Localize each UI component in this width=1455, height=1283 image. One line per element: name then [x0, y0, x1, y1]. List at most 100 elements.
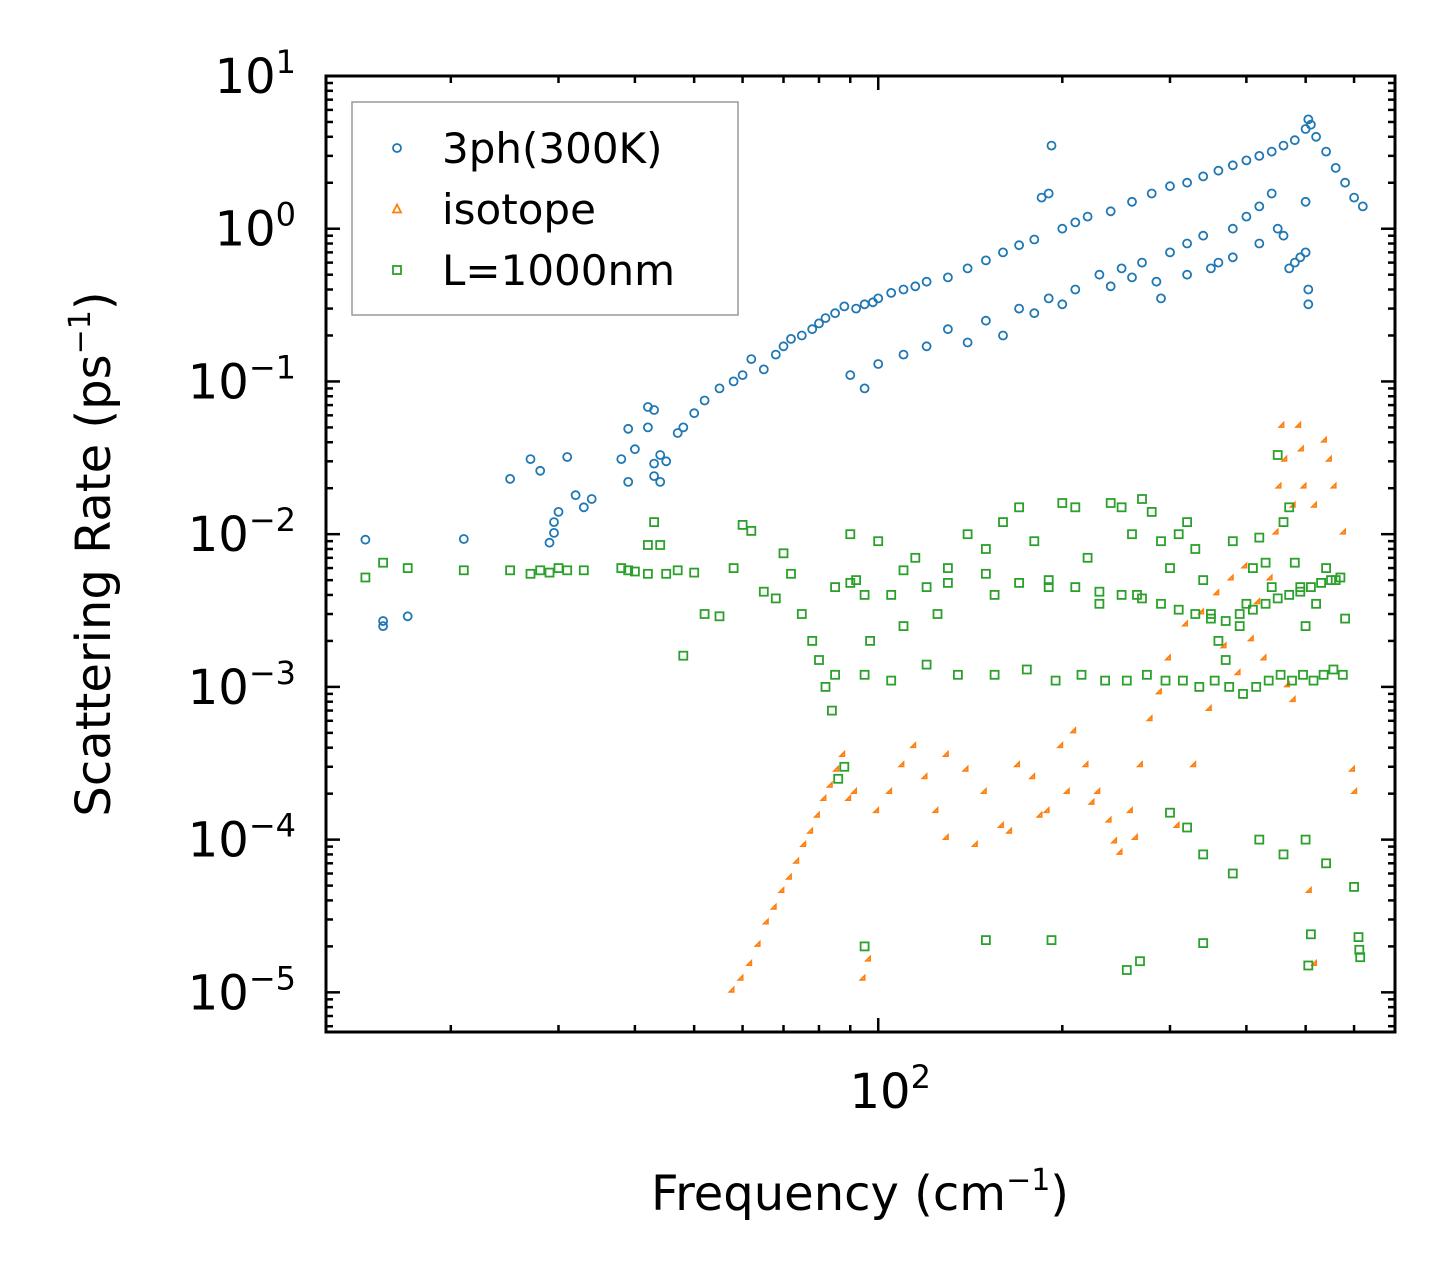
data-point [661, 456, 672, 467]
data-point [535, 565, 546, 576]
data-point [753, 939, 761, 947]
data-point [1296, 444, 1304, 452]
legend-marker [392, 143, 402, 153]
data-point [1328, 664, 1339, 675]
data-point [1046, 935, 1057, 945]
data-point [643, 568, 653, 579]
data-point [1227, 252, 1238, 263]
data-point [1121, 675, 1132, 686]
data-point [727, 985, 735, 993]
data-point [1289, 257, 1300, 268]
data-point [360, 572, 371, 583]
plot-area [360, 114, 1368, 993]
y-tick-label: 101 [215, 43, 296, 105]
data-point [1303, 960, 1314, 971]
data-point [1160, 675, 1171, 686]
data-point [1056, 741, 1064, 749]
data-point [1278, 849, 1289, 860]
data-point [1043, 188, 1054, 199]
data-point [814, 655, 824, 665]
data-point [1254, 532, 1265, 543]
data-point [1165, 181, 1175, 192]
data-point [1277, 420, 1285, 428]
data-point [792, 856, 800, 864]
data-point [1165, 807, 1175, 818]
data-point [786, 333, 796, 344]
data-point [1303, 299, 1314, 310]
data-point [623, 565, 634, 576]
data-point [1355, 952, 1366, 963]
data-point [1272, 223, 1283, 234]
data-point [1076, 669, 1087, 680]
data-point [1206, 263, 1216, 274]
data-point [1082, 211, 1093, 222]
data-point [1082, 552, 1093, 563]
data-point [1263, 675, 1274, 686]
data-point [770, 593, 781, 604]
data-point [1182, 177, 1192, 188]
data-point [1335, 572, 1346, 583]
tick-labels: 101 100 10−1 10−2 10−3 10−4 10−5 102 [188, 43, 931, 1120]
data-point [1156, 598, 1166, 609]
data-point [979, 786, 987, 795]
data-point [1036, 192, 1047, 203]
data-point [1304, 885, 1312, 894]
data-point [643, 540, 653, 550]
data-point [1284, 502, 1295, 513]
data-point [859, 590, 870, 600]
data-point [689, 408, 700, 419]
data-point [616, 454, 627, 465]
y-tick-label: 10−5 [188, 959, 296, 1021]
data-point [849, 786, 858, 795]
data-point [1182, 517, 1192, 527]
data-point [1349, 882, 1359, 892]
data-point [672, 565, 683, 576]
data-point [981, 568, 991, 579]
data-point [932, 609, 943, 619]
data-point [1275, 669, 1286, 680]
data-point [1324, 454, 1332, 462]
data-point [784, 872, 792, 880]
data-point [1241, 155, 1252, 166]
data-point [812, 810, 820, 818]
data-point [953, 669, 963, 680]
data-point [1321, 146, 1331, 157]
data-point [616, 563, 627, 573]
data-point [981, 544, 991, 554]
data-point [1241, 598, 1252, 609]
data-point [505, 565, 516, 576]
data-point [1350, 786, 1358, 795]
data-point [1190, 544, 1201, 554]
data-point [1137, 494, 1147, 504]
series-1 [360, 114, 1368, 631]
data-point [1145, 714, 1153, 722]
data-point [1220, 616, 1231, 626]
data-point [941, 749, 949, 757]
data-point [1173, 529, 1184, 540]
data-point [1105, 498, 1116, 508]
data-point [1046, 140, 1057, 151]
data-point [1057, 223, 1068, 234]
data-point [1298, 669, 1308, 680]
data-point [1070, 284, 1081, 295]
data-point [1337, 669, 1348, 680]
data-point [786, 568, 796, 579]
data-point [553, 506, 564, 517]
data-point [1260, 598, 1271, 609]
data-point [402, 563, 413, 573]
data-point [1014, 578, 1024, 588]
data-point [910, 552, 921, 563]
data-point [544, 567, 555, 578]
data-point [1227, 868, 1238, 879]
data-point [1246, 634, 1254, 642]
data-point [458, 565, 469, 576]
data-point [770, 349, 781, 360]
data-point [1266, 188, 1277, 199]
data-point [570, 490, 581, 501]
data-point [1227, 536, 1238, 547]
data-point [845, 529, 856, 540]
data-point [1287, 675, 1297, 686]
data-point [1300, 247, 1311, 258]
data-point [1194, 682, 1205, 692]
data-point [1127, 529, 1137, 540]
